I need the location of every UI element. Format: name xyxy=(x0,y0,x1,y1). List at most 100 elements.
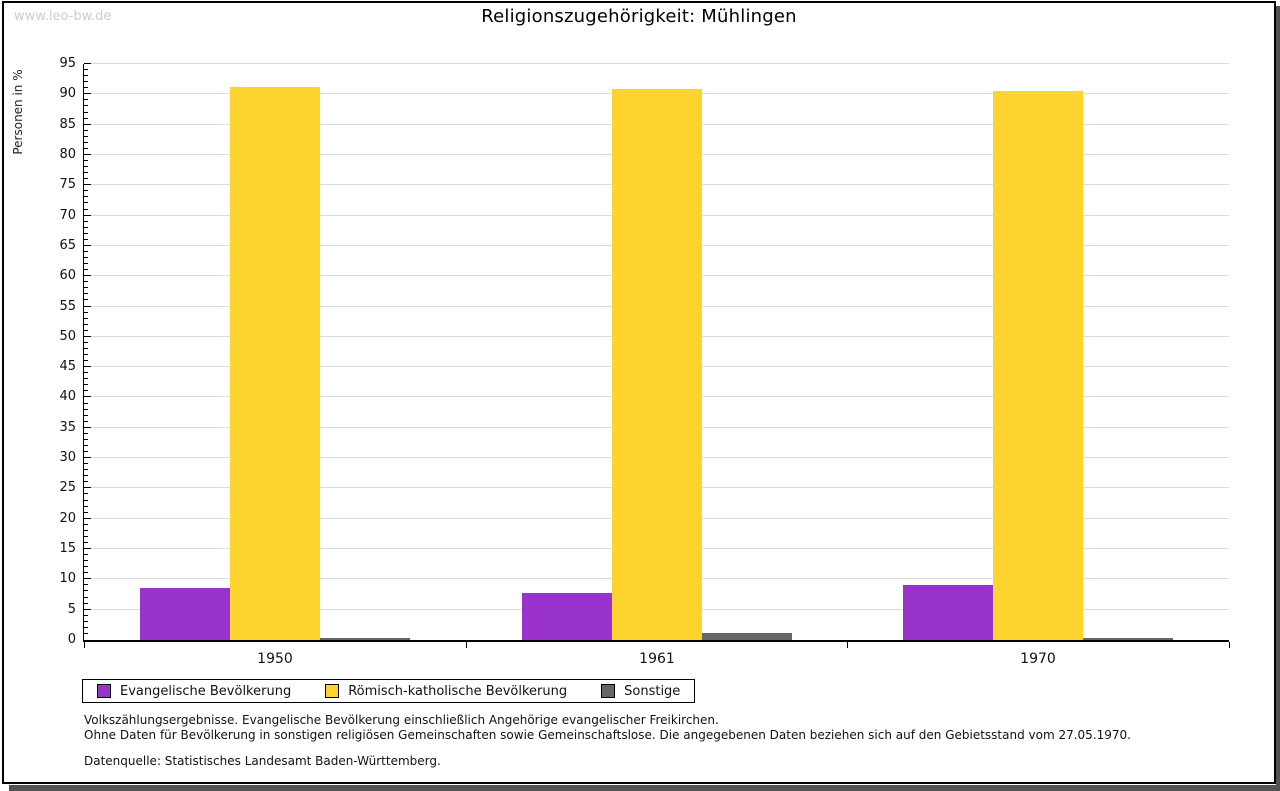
y-minor-tick xyxy=(84,221,88,222)
y-minor-tick xyxy=(84,590,88,591)
x-tick xyxy=(84,642,85,648)
bar-1950-evangelische-bev-lkerung xyxy=(140,588,230,640)
bar-1970-r-misch-katholische-bev-lkerung xyxy=(993,91,1083,640)
y-minor-tick xyxy=(84,360,88,361)
y-minor-tick xyxy=(84,584,88,585)
y-minor-tick xyxy=(84,530,88,531)
y-minor-tick xyxy=(84,475,88,476)
y-minor-tick xyxy=(84,615,88,616)
legend-label: Evangelische Bevölkerung xyxy=(120,683,292,699)
y-minor-tick xyxy=(84,99,88,100)
y-minor-tick xyxy=(84,227,88,228)
frame-shadow-right xyxy=(1276,6,1280,785)
y-tick-label: 35 xyxy=(59,420,76,435)
y-minor-tick xyxy=(84,633,88,634)
y-tick-label: 0 xyxy=(67,632,76,647)
y-tick-label: 75 xyxy=(59,177,76,192)
legend: Evangelische Bevölkerung Römisch-katholis… xyxy=(82,679,696,703)
y-minor-tick xyxy=(84,239,88,240)
y-tick-label: 5 xyxy=(67,602,76,617)
y-major-tick xyxy=(84,184,91,185)
legend-item: Sonstige xyxy=(601,684,680,699)
y-minor-tick xyxy=(84,433,88,434)
y-tick-label: 40 xyxy=(59,389,76,404)
y-minor-tick xyxy=(84,597,88,598)
y-minor-tick xyxy=(84,512,88,513)
y-minor-tick xyxy=(84,390,88,391)
y-minor-tick xyxy=(84,481,88,482)
legend-swatch-r-misch-katholische-bev-lkerung xyxy=(325,684,340,698)
y-major-tick xyxy=(84,275,91,276)
y-minor-tick xyxy=(84,451,88,452)
y-minor-tick xyxy=(84,403,88,404)
y-minor-tick xyxy=(84,178,88,179)
y-tick-label: 10 xyxy=(59,571,76,586)
frame-shadow-bottom xyxy=(9,785,1280,791)
y-tick-label: 70 xyxy=(59,208,76,223)
y-minor-tick xyxy=(84,148,88,149)
bar-1961-r-misch-katholische-bev-lkerung xyxy=(612,89,702,640)
y-major-tick xyxy=(84,548,91,549)
legend-item: Römisch-katholische Bevölkerung xyxy=(325,684,567,699)
y-minor-tick xyxy=(84,342,88,343)
y-minor-tick xyxy=(84,293,88,294)
y-tick-label: 30 xyxy=(59,450,76,465)
bar-1970-sonstige xyxy=(1083,638,1173,640)
source-note: Datenquelle: Statistisches Landesamt Bad… xyxy=(84,754,441,768)
y-minor-tick xyxy=(84,469,88,470)
y-tick-label: 45 xyxy=(59,359,76,374)
y-minor-tick xyxy=(84,554,88,555)
y-minor-tick xyxy=(84,69,88,70)
y-minor-tick xyxy=(84,142,88,143)
y-minor-tick xyxy=(84,312,88,313)
bar-1961-sonstige xyxy=(702,633,792,640)
y-minor-tick xyxy=(84,506,88,507)
y-major-tick xyxy=(84,63,91,64)
y-minor-tick xyxy=(84,409,88,410)
y-minor-tick xyxy=(84,196,88,197)
y-minor-tick xyxy=(84,209,88,210)
y-axis-title: Personen in % xyxy=(11,69,25,155)
y-minor-tick xyxy=(84,439,88,440)
y-minor-tick xyxy=(84,384,88,385)
watermark: www.leo-bw.de xyxy=(10,9,116,24)
y-minor-tick xyxy=(84,190,88,191)
y-major-tick xyxy=(84,609,91,610)
legend-item: Evangelische Bevölkerung xyxy=(97,684,291,699)
legend-swatch-sonstige xyxy=(601,684,616,698)
bar-1950-r-misch-katholische-bev-lkerung xyxy=(230,87,320,640)
y-major-tick xyxy=(84,396,91,397)
y-minor-tick xyxy=(84,378,88,379)
y-major-tick xyxy=(84,124,91,125)
y-minor-tick xyxy=(84,324,88,325)
y-minor-tick xyxy=(84,421,88,422)
y-minor-tick xyxy=(84,330,88,331)
y-major-tick xyxy=(84,245,91,246)
y-tick-label: 55 xyxy=(59,299,76,314)
y-minor-tick xyxy=(84,415,88,416)
y-minor-tick xyxy=(84,560,88,561)
legend-label: Sonstige xyxy=(624,683,681,699)
y-major-tick xyxy=(84,518,91,519)
y-axis-tick-labels: 0 5 10 15 20 25 30 35 40 45 50 55 60 65 70 75 80 85 90 95 xyxy=(34,56,76,647)
x-category-label: 1950 xyxy=(257,651,293,667)
y-tick-label: 20 xyxy=(59,511,76,526)
y-tick-label: 65 xyxy=(59,238,76,253)
y-tick-label: 15 xyxy=(59,541,76,556)
x-tick xyxy=(1229,642,1230,648)
y-major-tick xyxy=(84,306,91,307)
y-minor-tick xyxy=(84,524,88,525)
x-tick xyxy=(847,642,848,648)
y-minor-tick xyxy=(84,621,88,622)
bar-1970-evangelische-bev-lkerung xyxy=(903,585,993,640)
x-category-label: 1970 xyxy=(1020,651,1056,667)
y-minor-tick xyxy=(84,160,88,161)
y-minor-tick xyxy=(84,299,88,300)
y-minor-tick xyxy=(84,87,88,88)
bar-1950-sonstige xyxy=(320,638,410,640)
y-minor-tick xyxy=(84,463,88,464)
y-minor-tick xyxy=(84,172,88,173)
y-major-tick xyxy=(84,336,91,337)
y-minor-tick xyxy=(84,536,88,537)
